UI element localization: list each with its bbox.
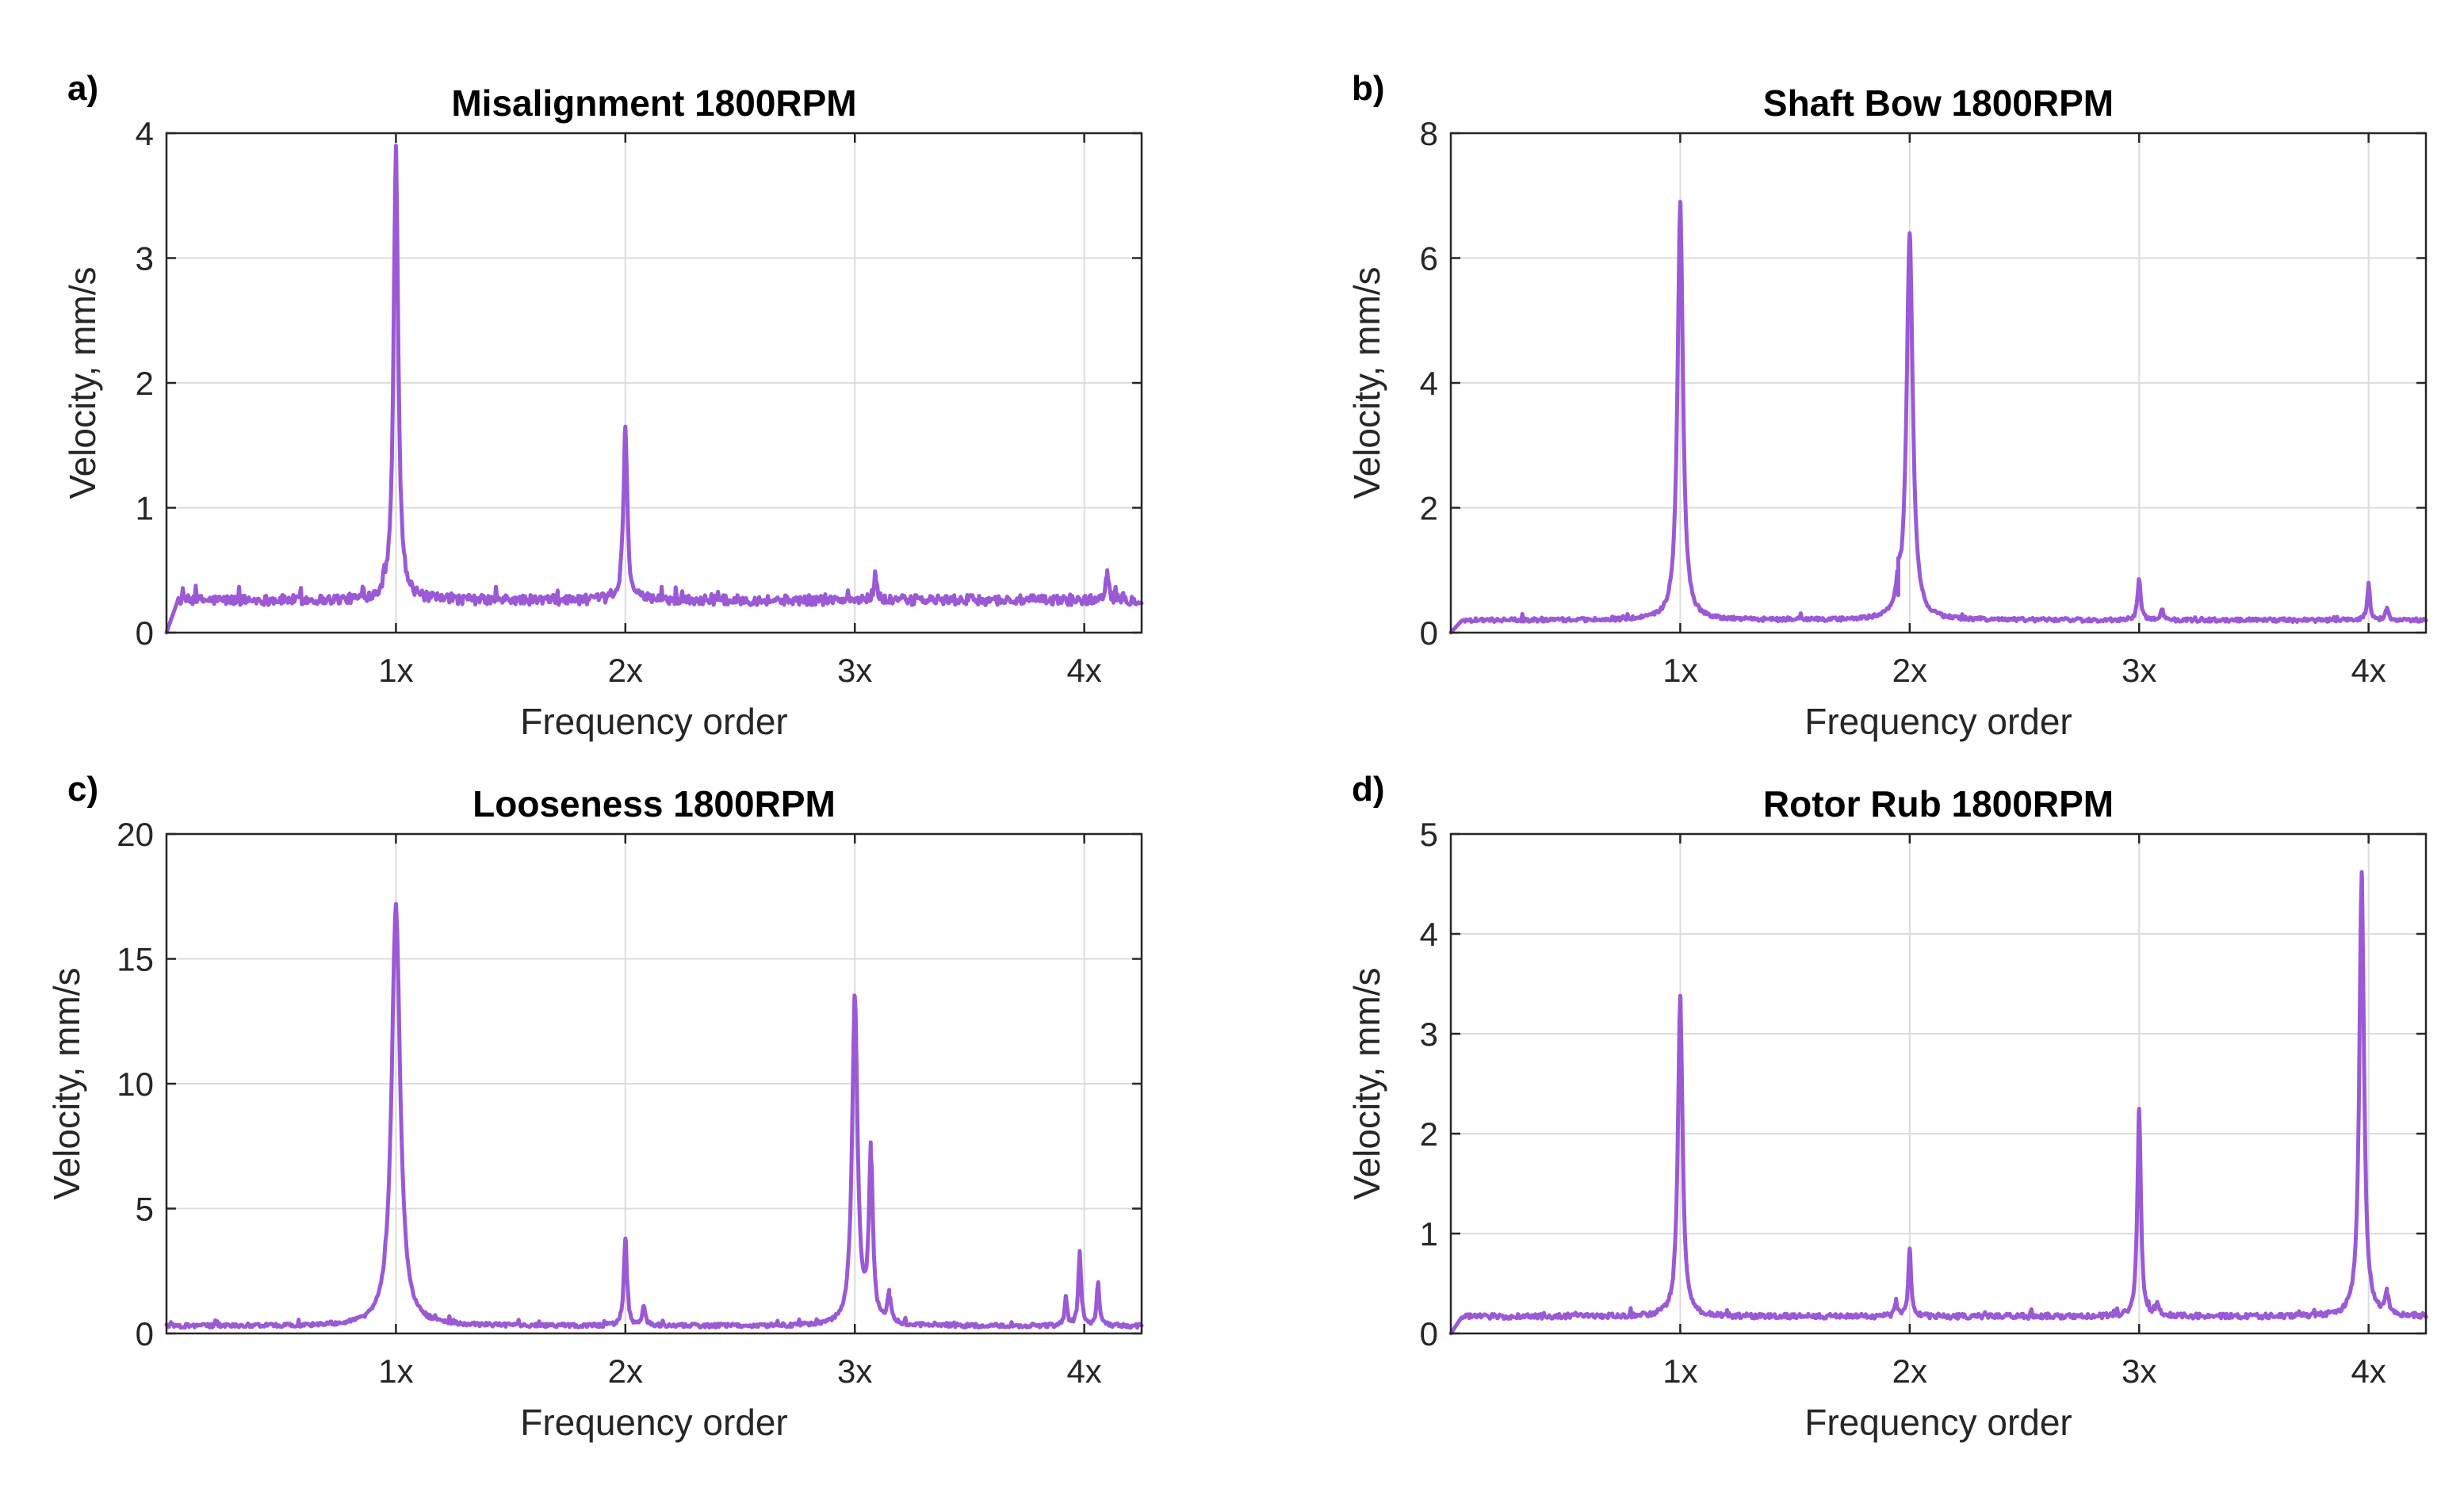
x-tick-label: 1x: [378, 652, 413, 689]
y-axis-label: Velocity, mm/s: [46, 967, 87, 1199]
y-tick-label: 2: [136, 365, 154, 402]
spectrum-line: [164, 901, 1144, 1330]
y-tick-label: 4: [1420, 916, 1438, 953]
y-tick-label: 10: [117, 1065, 154, 1103]
y-tick-label: 3: [136, 240, 154, 277]
y-tick-label: 0: [1420, 614, 1438, 652]
y-tick-label: 2: [1420, 490, 1438, 527]
x-tick-label: 3x: [2122, 1352, 2156, 1390]
chart-panel-d: 1x 2x 3x 4x 0 1 2 3 4 5 Rotor Rub 1800RPM d) Frequen…: [1346, 770, 2428, 1443]
x-tick-label: 3x: [837, 1352, 872, 1390]
y-tick-label: 3: [1420, 1016, 1438, 1053]
y-tick-label: 0: [1420, 1315, 1438, 1352]
x-axis-label: Frequency order: [520, 1402, 788, 1443]
plot-area: [1451, 834, 2426, 1333]
x-axis-label: Frequency order: [1804, 701, 2072, 742]
y-tick-label: 5: [136, 1191, 154, 1228]
y-axis-label: Velocity, mm/s: [1346, 266, 1387, 499]
chart-panel-a: 1x 2x 3x 4x 0 1 2 3 4 Misalignment 1800RPM a) Frequ…: [62, 69, 1144, 742]
y-tick-label: 6: [1420, 240, 1438, 277]
chart-title: Rotor Rub 1800RPM: [1763, 783, 2114, 824]
y-tick-label: 0: [136, 614, 154, 652]
panel-label: d): [1352, 770, 1385, 809]
y-tick-label: 2: [1420, 1115, 1438, 1153]
panel-label: b): [1352, 69, 1385, 108]
x-tick-label: 2x: [1892, 1352, 1927, 1390]
y-tick-label: 1: [136, 490, 154, 527]
chart-title: Looseness 1800RPM: [473, 783, 836, 824]
y-tick-label: 15: [117, 941, 154, 978]
y-axis-label: Velocity, mm/s: [1346, 967, 1387, 1199]
chart-panel-b: 1x 2x 3x 4x 0 2 4 6 8 Shaft Bow 1800RPM b) Frequenc…: [1346, 69, 2428, 742]
axes-frame: [1449, 832, 2428, 1335]
x-axis-label: Frequency order: [520, 701, 788, 742]
y-tick-label: 20: [117, 816, 154, 853]
chart-title: Misalignment 1800RPM: [451, 82, 856, 124]
y-tick-label: 5: [1420, 816, 1438, 853]
y-tick-label: 8: [1420, 115, 1438, 152]
panel-label: c): [67, 770, 98, 809]
panel-label: a): [67, 69, 98, 108]
x-tick-label: 2x: [608, 652, 643, 689]
chart-panel-c: 1x 2x 3x 4x 0 5 10 15 20 Looseness 1800RPM c) Frequ…: [46, 770, 1144, 1443]
x-tick-label: 4x: [2351, 652, 2386, 689]
y-tick-label: 1: [1420, 1215, 1438, 1253]
x-tick-label: 3x: [2122, 652, 2156, 689]
x-tick-label: 4x: [1066, 1352, 1101, 1390]
x-tick-label: 2x: [608, 1352, 643, 1390]
x-tick-label: 4x: [1066, 652, 1101, 689]
y-tick-label: 0: [136, 1315, 154, 1352]
y-tick-label: 4: [1420, 365, 1438, 402]
spectrum-line: [1448, 870, 2428, 1336]
x-tick-label: 4x: [2351, 1352, 2386, 1390]
x-tick-label: 1x: [378, 1352, 413, 1390]
spectrum-line: [1448, 200, 2428, 635]
x-tick-label: 1x: [1662, 1352, 1697, 1390]
spectrum-line: [164, 143, 1144, 635]
x-axis-label: Frequency order: [1804, 1402, 2072, 1443]
y-tick-label: 4: [136, 115, 154, 152]
y-axis-label: Velocity, mm/s: [62, 266, 103, 499]
x-tick-label: 1x: [1662, 652, 1697, 689]
x-tick-label: 2x: [1892, 652, 1927, 689]
x-tick-label: 3x: [837, 652, 872, 689]
chart-title: Shaft Bow 1800RPM: [1763, 82, 2114, 124]
